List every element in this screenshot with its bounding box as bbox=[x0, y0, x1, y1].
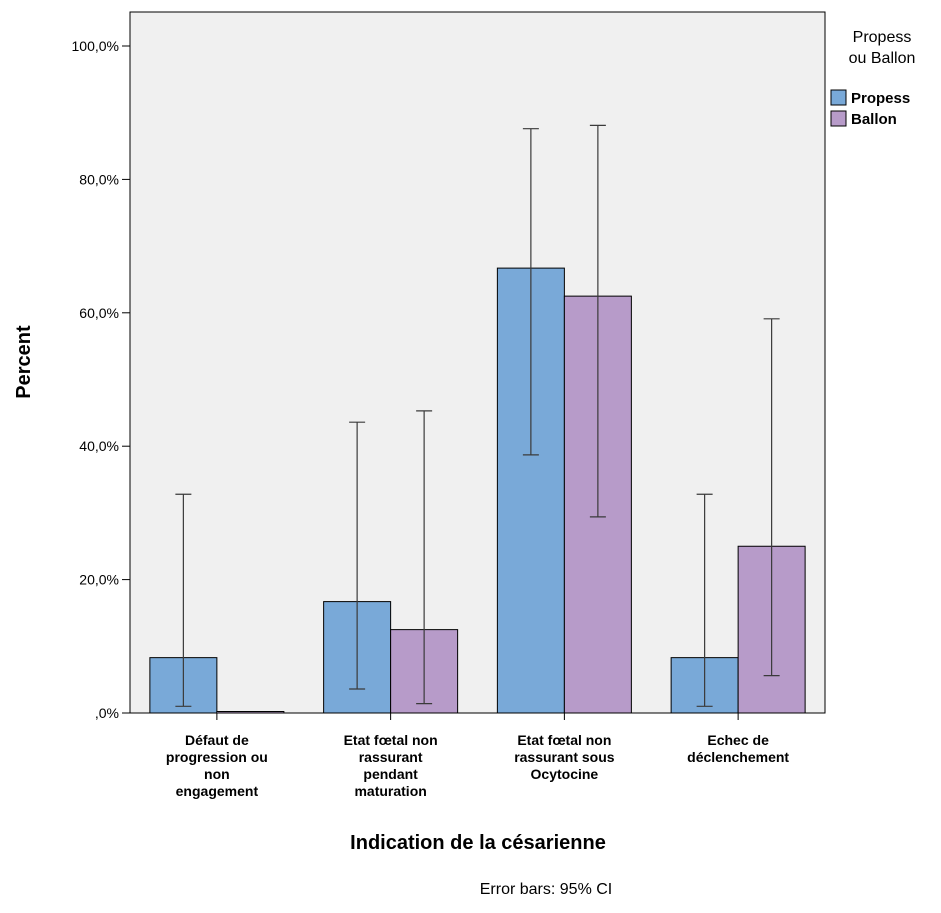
plot-area bbox=[129, 11, 826, 714]
y-tick-label: 40,0% bbox=[79, 438, 119, 454]
error-bar bbox=[416, 410, 433, 705]
error-bar bbox=[175, 493, 192, 707]
y-axis-title: Percent bbox=[13, 325, 35, 399]
x-category-label: Etat fœtal non rassurant pendant maturation bbox=[344, 732, 438, 799]
legend-swatch-propess bbox=[830, 89, 847, 106]
x-axis-title: Indication de la césarienne bbox=[350, 832, 606, 854]
y-tick-label: 80,0% bbox=[79, 171, 119, 187]
y-tick-label: 20,0% bbox=[79, 572, 119, 588]
legend-label-ballon: Ballon bbox=[851, 111, 897, 128]
y-tick-label: 100,0% bbox=[72, 38, 119, 54]
x-category-label: Echec de déclenchement bbox=[687, 732, 789, 765]
error-bar bbox=[522, 128, 539, 456]
error-bar bbox=[763, 318, 780, 677]
error-bar bbox=[696, 493, 713, 707]
legend: Propess ou Ballon Propess Ballon bbox=[830, 29, 916, 128]
error-bar bbox=[589, 124, 606, 518]
error-bars-note: Error bars: 95% CI bbox=[480, 881, 612, 898]
y-tick-label: 60,0% bbox=[79, 305, 119, 321]
legend-label-propess: Propess bbox=[851, 90, 910, 107]
legend-title: Propess ou Ballon bbox=[849, 29, 916, 67]
y-tick-label: ,0% bbox=[95, 705, 119, 721]
bar-ballon bbox=[216, 711, 285, 714]
error-bar bbox=[349, 421, 366, 690]
x-category-label: Défaut de progression ou non engagement bbox=[166, 732, 268, 799]
legend-swatch-ballon bbox=[830, 110, 847, 127]
x-category-label: Etat fœtal non rassurant sous Ocytocine bbox=[514, 732, 615, 782]
